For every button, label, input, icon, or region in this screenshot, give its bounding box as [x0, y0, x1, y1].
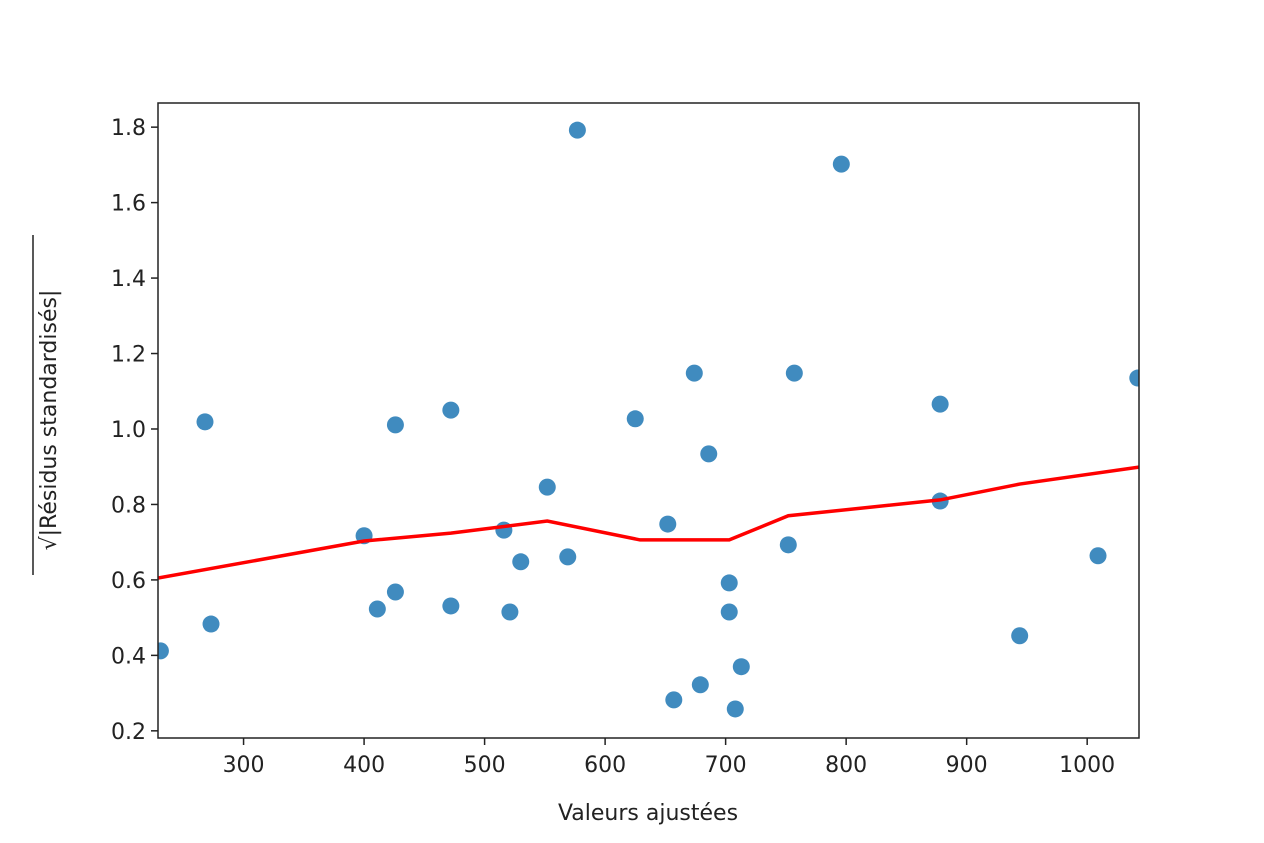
trend-line: [158, 465, 1139, 580]
point: [559, 548, 577, 566]
y-tick-label: 1.0: [111, 418, 146, 443]
point: [512, 553, 530, 571]
point: [700, 445, 718, 463]
point: [386, 583, 404, 601]
y-tick-label: 0.4: [111, 644, 146, 669]
point: [659, 515, 677, 533]
point: [1011, 627, 1029, 645]
y-axis-label: √|Résidus standardisés|: [37, 290, 62, 551]
x-tick-label: 300: [223, 753, 265, 778]
point: [720, 603, 738, 621]
point: [538, 478, 556, 496]
point: [732, 658, 750, 676]
x-tick-label: 500: [464, 753, 506, 778]
x-tick-label: 1000: [1059, 753, 1115, 778]
y-tick-label: 1.6: [111, 192, 146, 217]
y-tick-label: 0.6: [111, 569, 146, 594]
plot-frame: [157, 102, 1140, 739]
point: [726, 700, 744, 718]
x-tick-label: 900: [946, 753, 988, 778]
x-tick-label: 600: [584, 753, 626, 778]
x-axis-label: Valeurs ajustées: [558, 801, 738, 826]
point: [665, 691, 683, 709]
point: [368, 600, 386, 618]
point: [442, 401, 460, 419]
point: [685, 364, 703, 382]
point: [1129, 369, 1139, 387]
point: [779, 536, 797, 554]
point: [501, 603, 519, 621]
y-tick-label: 1.2: [111, 343, 146, 368]
point: [626, 410, 644, 428]
point: [931, 395, 949, 413]
point: [785, 364, 803, 382]
point: [1089, 547, 1107, 565]
point: [720, 574, 738, 592]
x-tick-label: 700: [705, 753, 747, 778]
y-tick-label: 1.8: [111, 116, 146, 141]
point: [196, 413, 214, 431]
x-tick-label: 800: [825, 753, 867, 778]
point: [568, 121, 586, 139]
point: [386, 416, 404, 434]
point: [202, 615, 220, 633]
point: [832, 155, 850, 173]
y-tick-label: 1.4: [111, 267, 146, 292]
y-tick-label: 0.8: [111, 493, 146, 518]
x-tick-label: 400: [343, 753, 385, 778]
point: [691, 676, 709, 694]
y-tick-label: 0.2: [111, 720, 146, 745]
point: [442, 597, 460, 615]
point: [158, 642, 169, 660]
